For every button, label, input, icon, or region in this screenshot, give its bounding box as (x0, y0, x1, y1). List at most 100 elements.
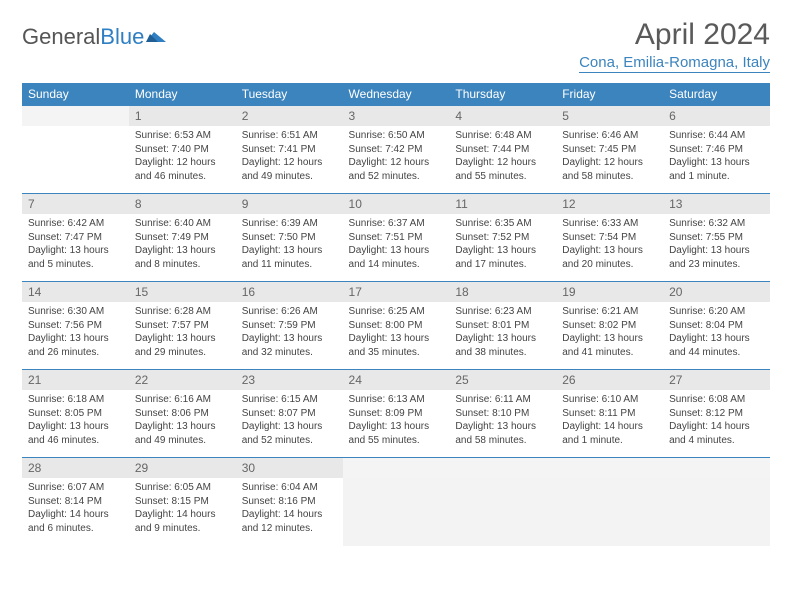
weekday-header: Saturday (663, 83, 770, 106)
calendar-day: 7Sunrise: 6:42 AMSunset: 7:47 PMDaylight… (22, 194, 129, 282)
day-body: Sunrise: 6:48 AMSunset: 7:44 PMDaylight:… (449, 126, 556, 186)
day-number-empty (556, 458, 663, 478)
day-body: Sunrise: 6:42 AMSunset: 7:47 PMDaylight:… (22, 214, 129, 274)
calendar-day: 10Sunrise: 6:37 AMSunset: 7:51 PMDayligh… (343, 194, 450, 282)
day-body: Sunrise: 6:28 AMSunset: 7:57 PMDaylight:… (129, 302, 236, 362)
day-number: 20 (663, 282, 770, 302)
day-body: Sunrise: 6:26 AMSunset: 7:59 PMDaylight:… (236, 302, 343, 362)
flag-icon (146, 24, 168, 50)
day-number: 21 (22, 370, 129, 390)
weekday-header: Tuesday (236, 83, 343, 106)
day-number: 30 (236, 458, 343, 478)
day-body: Sunrise: 6:11 AMSunset: 8:10 PMDaylight:… (449, 390, 556, 450)
calendar-day: 25Sunrise: 6:11 AMSunset: 8:10 PMDayligh… (449, 370, 556, 458)
day-number: 2 (236, 106, 343, 126)
day-number-empty (22, 106, 129, 126)
calendar-day: 22Sunrise: 6:16 AMSunset: 8:06 PMDayligh… (129, 370, 236, 458)
calendar-table: SundayMondayTuesdayWednesdayThursdayFrid… (22, 83, 770, 546)
calendar-day: 13Sunrise: 6:32 AMSunset: 7:55 PMDayligh… (663, 194, 770, 282)
calendar-day: 9Sunrise: 6:39 AMSunset: 7:50 PMDaylight… (236, 194, 343, 282)
day-number: 10 (343, 194, 450, 214)
logo: GeneralBlue (22, 18, 168, 50)
day-number: 1 (129, 106, 236, 126)
day-body: Sunrise: 6:39 AMSunset: 7:50 PMDaylight:… (236, 214, 343, 274)
calendar-empty (663, 458, 770, 546)
calendar-day: 21Sunrise: 6:18 AMSunset: 8:05 PMDayligh… (22, 370, 129, 458)
logo-text2: Blue (100, 24, 144, 50)
day-number: 9 (236, 194, 343, 214)
day-number-empty (663, 458, 770, 478)
day-number: 25 (449, 370, 556, 390)
calendar-empty (556, 458, 663, 546)
day-number: 11 (449, 194, 556, 214)
day-number: 6 (663, 106, 770, 126)
day-body: Sunrise: 6:07 AMSunset: 8:14 PMDaylight:… (22, 478, 129, 538)
day-body: Sunrise: 6:46 AMSunset: 7:45 PMDaylight:… (556, 126, 663, 186)
day-number: 28 (22, 458, 129, 478)
calendar-day: 11Sunrise: 6:35 AMSunset: 7:52 PMDayligh… (449, 194, 556, 282)
day-number: 4 (449, 106, 556, 126)
day-body: Sunrise: 6:08 AMSunset: 8:12 PMDaylight:… (663, 390, 770, 450)
day-number-empty (449, 458, 556, 478)
calendar-day: 5Sunrise: 6:46 AMSunset: 7:45 PMDaylight… (556, 106, 663, 194)
calendar-day: 20Sunrise: 6:20 AMSunset: 8:04 PMDayligh… (663, 282, 770, 370)
calendar-day: 19Sunrise: 6:21 AMSunset: 8:02 PMDayligh… (556, 282, 663, 370)
calendar-day: 26Sunrise: 6:10 AMSunset: 8:11 PMDayligh… (556, 370, 663, 458)
day-number: 15 (129, 282, 236, 302)
calendar-day: 30Sunrise: 6:04 AMSunset: 8:16 PMDayligh… (236, 458, 343, 546)
day-body: Sunrise: 6:25 AMSunset: 8:00 PMDaylight:… (343, 302, 450, 362)
calendar-day: 4Sunrise: 6:48 AMSunset: 7:44 PMDaylight… (449, 106, 556, 194)
day-body: Sunrise: 6:37 AMSunset: 7:51 PMDaylight:… (343, 214, 450, 274)
day-number: 26 (556, 370, 663, 390)
day-body: Sunrise: 6:53 AMSunset: 7:40 PMDaylight:… (129, 126, 236, 186)
day-number-empty (343, 458, 450, 478)
page-header: GeneralBlue April 2024 Cona, Emilia-Roma… (22, 18, 770, 73)
calendar-day: 6Sunrise: 6:44 AMSunset: 7:46 PMDaylight… (663, 106, 770, 194)
day-body: Sunrise: 6:50 AMSunset: 7:42 PMDaylight:… (343, 126, 450, 186)
weekday-header: Monday (129, 83, 236, 106)
day-number: 5 (556, 106, 663, 126)
day-number: 19 (556, 282, 663, 302)
day-number: 7 (22, 194, 129, 214)
calendar-day: 2Sunrise: 6:51 AMSunset: 7:41 PMDaylight… (236, 106, 343, 194)
day-body: Sunrise: 6:21 AMSunset: 8:02 PMDaylight:… (556, 302, 663, 362)
day-number: 8 (129, 194, 236, 214)
day-body: Sunrise: 6:32 AMSunset: 7:55 PMDaylight:… (663, 214, 770, 274)
day-body: Sunrise: 6:10 AMSunset: 8:11 PMDaylight:… (556, 390, 663, 450)
month-title: April 2024 (579, 18, 770, 52)
day-number: 3 (343, 106, 450, 126)
calendar-day: 27Sunrise: 6:08 AMSunset: 8:12 PMDayligh… (663, 370, 770, 458)
day-number: 22 (129, 370, 236, 390)
day-body: Sunrise: 6:18 AMSunset: 8:05 PMDaylight:… (22, 390, 129, 450)
weekday-header-row: SundayMondayTuesdayWednesdayThursdayFrid… (22, 83, 770, 106)
day-number: 17 (343, 282, 450, 302)
calendar-day: 28Sunrise: 6:07 AMSunset: 8:14 PMDayligh… (22, 458, 129, 546)
calendar-empty (449, 458, 556, 546)
weekday-header: Friday (556, 83, 663, 106)
calendar-empty (22, 106, 129, 194)
calendar-day: 23Sunrise: 6:15 AMSunset: 8:07 PMDayligh… (236, 370, 343, 458)
day-body: Sunrise: 6:16 AMSunset: 8:06 PMDaylight:… (129, 390, 236, 450)
calendar-empty (343, 458, 450, 546)
calendar-day: 29Sunrise: 6:05 AMSunset: 8:15 PMDayligh… (129, 458, 236, 546)
calendar-day: 12Sunrise: 6:33 AMSunset: 7:54 PMDayligh… (556, 194, 663, 282)
calendar-day: 24Sunrise: 6:13 AMSunset: 8:09 PMDayligh… (343, 370, 450, 458)
day-body: Sunrise: 6:05 AMSunset: 8:15 PMDaylight:… (129, 478, 236, 538)
calendar-day: 16Sunrise: 6:26 AMSunset: 7:59 PMDayligh… (236, 282, 343, 370)
day-body: Sunrise: 6:35 AMSunset: 7:52 PMDaylight:… (449, 214, 556, 274)
calendar-day: 3Sunrise: 6:50 AMSunset: 7:42 PMDaylight… (343, 106, 450, 194)
day-number: 24 (343, 370, 450, 390)
day-body: Sunrise: 6:33 AMSunset: 7:54 PMDaylight:… (556, 214, 663, 274)
day-number: 18 (449, 282, 556, 302)
day-body: Sunrise: 6:23 AMSunset: 8:01 PMDaylight:… (449, 302, 556, 362)
day-body: Sunrise: 6:13 AMSunset: 8:09 PMDaylight:… (343, 390, 450, 450)
day-body: Sunrise: 6:15 AMSunset: 8:07 PMDaylight:… (236, 390, 343, 450)
day-number: 16 (236, 282, 343, 302)
calendar-day: 1Sunrise: 6:53 AMSunset: 7:40 PMDaylight… (129, 106, 236, 194)
day-body: Sunrise: 6:40 AMSunset: 7:49 PMDaylight:… (129, 214, 236, 274)
day-body: Sunrise: 6:30 AMSunset: 7:56 PMDaylight:… (22, 302, 129, 362)
day-body: Sunrise: 6:51 AMSunset: 7:41 PMDaylight:… (236, 126, 343, 186)
calendar-day: 17Sunrise: 6:25 AMSunset: 8:00 PMDayligh… (343, 282, 450, 370)
day-body: Sunrise: 6:20 AMSunset: 8:04 PMDaylight:… (663, 302, 770, 362)
location-text: Cona, Emilia-Romagna, Italy (579, 54, 770, 73)
